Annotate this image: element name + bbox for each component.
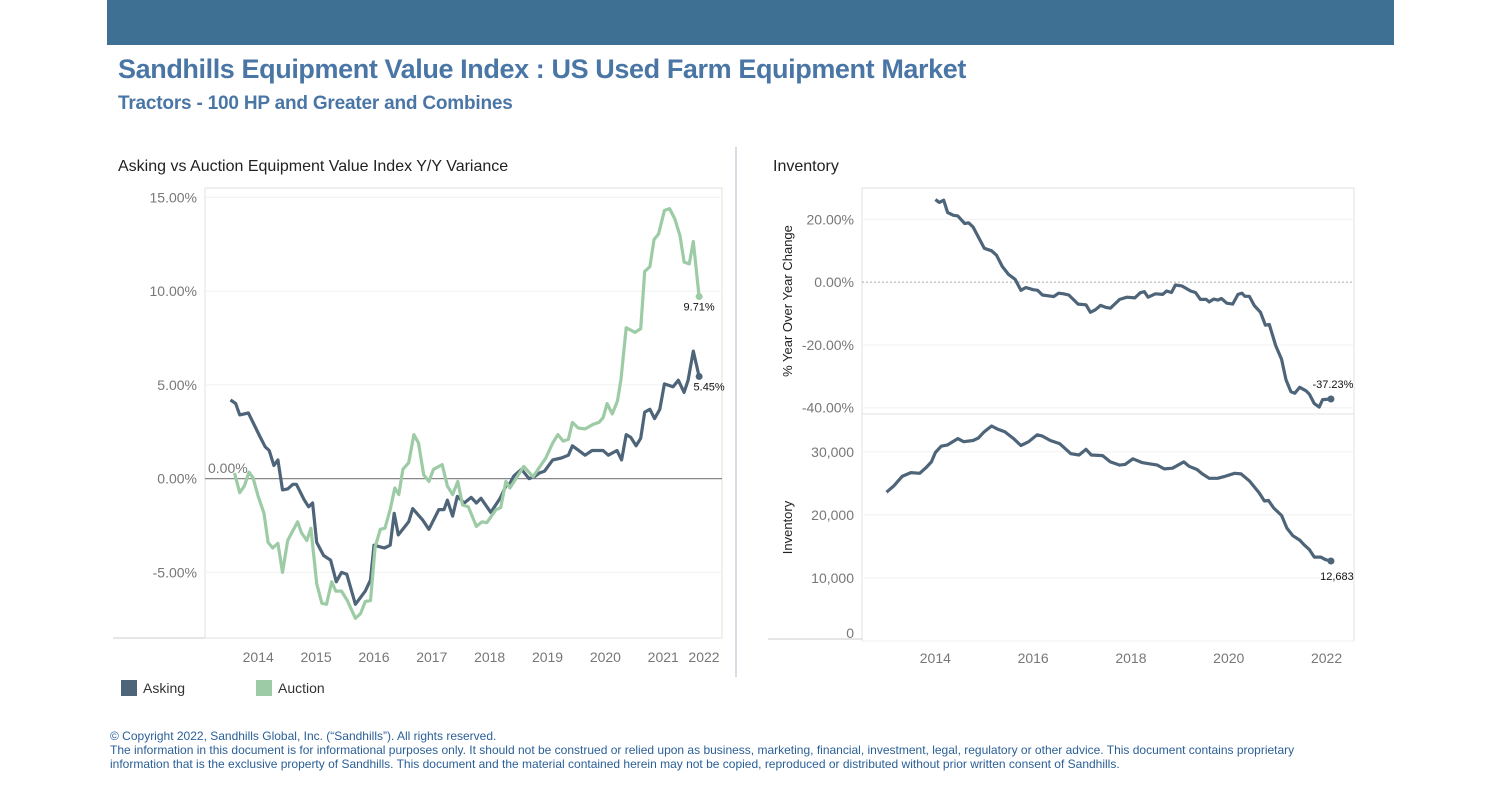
x-tick-label: 2018 bbox=[474, 649, 505, 665]
legend-item-asking: Asking bbox=[121, 680, 185, 696]
disclaimer-line: The information in this document is for … bbox=[110, 743, 1295, 757]
y-tick-label: 20.00% bbox=[807, 211, 854, 227]
y-axis-title: Inventory bbox=[780, 500, 795, 554]
y-tick-label: -5.00% bbox=[153, 564, 197, 580]
x-tick-label: 2021 bbox=[648, 649, 679, 665]
data-label: 12,683 bbox=[1320, 571, 1354, 583]
x-tick-label: 2020 bbox=[590, 649, 621, 665]
x-tick-label: 2018 bbox=[1115, 650, 1146, 666]
copyright: © Copyright 2022, Sandhills Global, Inc.… bbox=[110, 729, 497, 743]
left-chart-title: Asking vs Auction Equipment Value Index … bbox=[118, 158, 509, 175]
disclaimer-line: information that is the exclusive proper… bbox=[110, 757, 1120, 771]
plot-frame bbox=[861, 187, 1355, 415]
plot-frame bbox=[861, 413, 1355, 642]
y-tick-label: 10,000 bbox=[811, 570, 854, 586]
end-point bbox=[695, 293, 703, 301]
y-axis-title: % Year Over Year Change bbox=[780, 225, 795, 377]
end-point bbox=[695, 372, 703, 380]
y-tick-label: 20,000 bbox=[811, 507, 854, 523]
series-line-asking bbox=[229, 349, 701, 606]
x-tick-label: 2022 bbox=[1311, 650, 1342, 666]
x-tick-label: 2017 bbox=[416, 649, 447, 665]
end-point bbox=[1327, 395, 1335, 403]
header-band bbox=[107, 0, 1394, 45]
series-line-inventory bbox=[885, 424, 1332, 563]
legend-label: Asking bbox=[143, 680, 186, 696]
legend-swatch bbox=[256, 680, 272, 696]
y-tick-label: -20.00% bbox=[802, 337, 854, 353]
y-tick-label: 0 bbox=[846, 625, 854, 641]
series-line-auction bbox=[232, 207, 701, 620]
legend-item-auction: Auction bbox=[256, 680, 325, 696]
data-label: 5.45% bbox=[694, 381, 725, 393]
x-tick-label: 2014 bbox=[920, 650, 951, 666]
y-tick-label: 0.00% bbox=[157, 471, 197, 487]
x-tick-label: 2015 bbox=[301, 649, 332, 665]
y-tick-label: -40.00% bbox=[802, 400, 854, 416]
page-title: Sandhills Equipment Value Index : US Use… bbox=[118, 54, 966, 84]
x-tick-label: 2022 bbox=[688, 649, 719, 665]
plot-frame bbox=[204, 187, 723, 639]
legend-swatch bbox=[121, 680, 137, 696]
data-label: -37.23% bbox=[1312, 379, 1353, 391]
legend-label: Auction bbox=[278, 680, 325, 696]
page-subtitle: Tractors - 100 HP and Greater and Combin… bbox=[118, 93, 513, 114]
series-line-inventory bbox=[934, 198, 1332, 409]
y-tick-label: 10.00% bbox=[150, 283, 197, 299]
y-tick-label: 15.00% bbox=[150, 189, 197, 205]
divider bbox=[735, 147, 737, 677]
y-tick-label: 0.00% bbox=[814, 274, 854, 290]
x-tick-label: 2019 bbox=[532, 649, 563, 665]
data-label: 9.71% bbox=[684, 302, 715, 314]
y-tick-label: 30,000 bbox=[811, 444, 854, 460]
x-tick-label: 2016 bbox=[1018, 650, 1049, 666]
x-tick-label: 2016 bbox=[358, 649, 389, 665]
y-tick-label: 5.00% bbox=[157, 377, 197, 393]
reference-line-label: 0.00% bbox=[208, 460, 248, 476]
footer: © Copyright 2022, Sandhills Global, Inc.… bbox=[110, 729, 1294, 771]
x-tick-label: 2014 bbox=[243, 649, 274, 665]
x-tick-label: 2020 bbox=[1213, 650, 1244, 666]
end-point bbox=[1327, 557, 1335, 565]
right-chart-title: Inventory bbox=[773, 158, 839, 175]
